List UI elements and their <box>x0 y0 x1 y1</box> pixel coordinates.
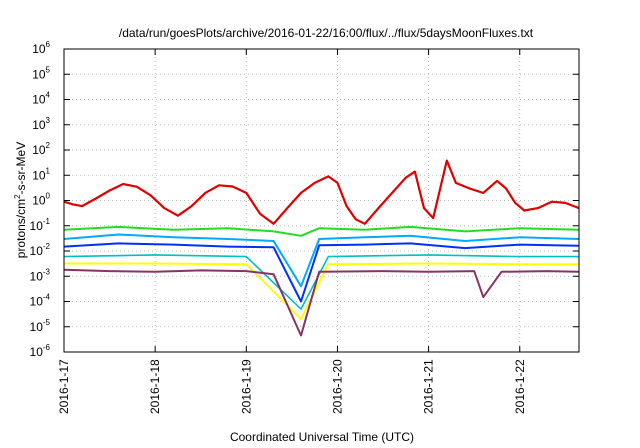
x-tick-label: 2016-1-22 <box>513 359 527 414</box>
x-axis-ticks: 2016-1-17 2016-1-18 2016-1-19 2016-1-20 2016… <box>57 49 527 414</box>
data-series <box>63 159 580 337</box>
x-axis-label: Coordinated Universal Time (UTC) <box>230 430 414 444</box>
y-axis-ticks: 10-6 10-5 10-4 10-3 10-2 10-1 100 101 102 103 104 1… <box>30 40 579 359</box>
chart-title: /data/run/goesPlots/archive/2016-01-22/1… <box>119 26 534 40</box>
y-tick-label: 105 <box>32 65 50 81</box>
y-tick-label: 104 <box>32 91 50 107</box>
y-tick-label: 103 <box>32 116 50 132</box>
y-tick-label: 10-4 <box>30 293 51 309</box>
y-tick-label: 10-6 <box>30 343 51 359</box>
series-line-1 <box>63 159 580 225</box>
y-tick-label: 10-1 <box>30 217 51 233</box>
series-line-5 <box>63 254 579 310</box>
series-line-3 <box>63 233 580 288</box>
x-tick-label: 2016-1-20 <box>330 359 344 414</box>
y-tick-label: 10-5 <box>30 318 51 334</box>
series-line-6 <box>64 262 579 321</box>
series-line-2 <box>63 225 580 237</box>
x-tick-label: 2016-1-19 <box>239 359 253 414</box>
y-tick-label: 10-2 <box>30 242 51 258</box>
y-tick-label: 101 <box>32 166 50 182</box>
x-tick-label: 2016-1-21 <box>422 359 436 414</box>
y-tick-label: 102 <box>32 141 50 157</box>
y-axis-label: protons/cm2-s-sr-MeV <box>13 142 28 258</box>
plot-frame <box>63 48 580 353</box>
x-tick-label: 2016-1-17 <box>57 359 71 414</box>
y-tick-label: 100 <box>32 192 50 208</box>
y-tick-label: 106 <box>32 40 50 56</box>
y-tick-label: 10-3 <box>30 267 51 283</box>
grid-lines <box>64 49 579 352</box>
series-line-4 <box>63 242 580 303</box>
x-tick-label: 2016-1-18 <box>148 359 162 414</box>
series-line-7 <box>63 268 580 337</box>
